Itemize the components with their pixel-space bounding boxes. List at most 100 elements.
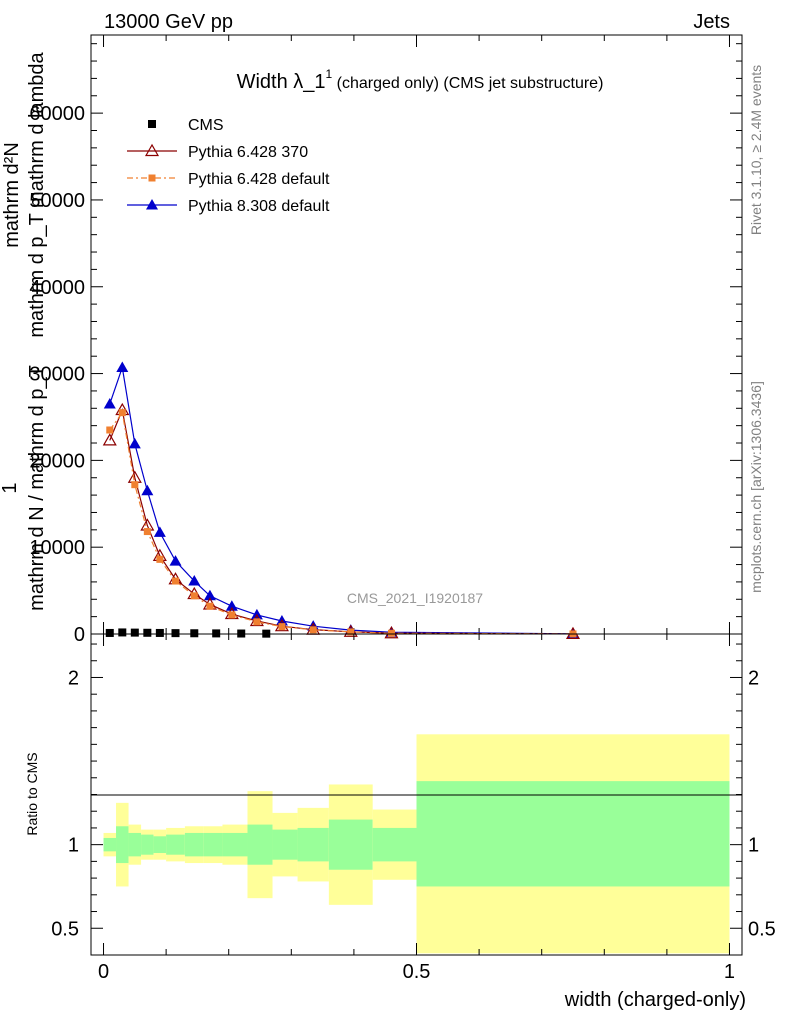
plot-title-rest: (charged only) (CMS jet substructure): [332, 75, 603, 92]
ylabel-denominator: mathrm d p_T mathrm d lambda: [26, 51, 48, 337]
data-point: [190, 592, 198, 600]
inner-band: [297, 827, 329, 862]
data-point: [103, 397, 116, 409]
ylabel-one: 1: [0, 482, 21, 493]
y-tick-label: 40000: [29, 277, 85, 299]
watermark: CMS_2021_I1920187: [347, 590, 483, 606]
data-point: [105, 628, 114, 637]
data-point: [206, 602, 214, 610]
data-point: [106, 426, 114, 434]
inner-band: [184, 832, 204, 857]
ratio-y-tick-label-right: 1: [748, 835, 759, 857]
inner-band: [247, 824, 273, 865]
legend-label: Pythia 8.308 default: [188, 198, 330, 215]
inner-band: [203, 832, 223, 857]
y-axis-label-main: 1 mathrm d²N mathrm d p_T mathrm d lambd…: [0, 51, 48, 610]
y-tick-label: 30000: [29, 364, 85, 386]
inner-band: [372, 827, 417, 862]
inner-band: [128, 832, 142, 857]
series-3: [103, 361, 579, 639]
data-point: [155, 628, 164, 637]
y-tick-label: 60000: [29, 103, 85, 125]
series-2: [106, 409, 577, 638]
data-point: [169, 555, 182, 566]
plot-title-sup: 1: [326, 67, 333, 81]
series-0: [105, 628, 271, 638]
header-right: Jets: [693, 11, 730, 33]
ratio-y-tick-label: 2: [68, 667, 79, 689]
ratio-plot: 0.5 0.5 1 1 2 2 0 0.5 1 Ratio to CMS width (char…: [24, 633, 776, 1011]
legend-marker: [148, 120, 156, 128]
main-axis-ticks: 0 10000 20000 30000 40000 50000 60000: [29, 35, 742, 646]
data-point: [347, 628, 355, 636]
main-plot: 0 10000 20000 30000 40000 50000 60000 CMS_2021…: [29, 34, 743, 646]
ratio-y-label: Ratio to CMS: [24, 752, 40, 835]
series-line: [109, 411, 573, 635]
x-tick-label: 0.5: [403, 961, 431, 983]
data-point: [156, 555, 164, 563]
y-tick-label: 0: [74, 624, 85, 646]
header-left: 13000 GeV pp: [104, 11, 233, 33]
data-point: [190, 629, 199, 638]
legend-label: Pythia 6.428 default: [188, 171, 330, 188]
plot-title-main: Width λ_1: [237, 71, 326, 93]
data-point: [128, 437, 141, 449]
data-point: [253, 618, 261, 626]
legend-marker: [146, 199, 158, 210]
data-point: [212, 629, 221, 638]
legend-marker: [148, 174, 156, 182]
data-point: [141, 484, 154, 496]
ratio-axis-ticks: 0.5 0.5 1 1 2 2 0 0.5 1: [51, 634, 776, 983]
inner-band: [416, 781, 730, 887]
ylabel-numerator: mathrm d²N: [1, 142, 23, 248]
side-label-rivet: Rivet 3.1.10, ≥ 2.4M events: [748, 65, 764, 235]
ratio-bands: [103, 734, 730, 954]
x-tick-label: 0: [98, 961, 109, 983]
main-series: [102, 361, 581, 640]
data-point: [225, 600, 238, 611]
side-label-mcplots: mcplots.cern.ch [arXiv:1306.3436]: [748, 381, 764, 593]
ratio-y-tick-label: 0.5: [51, 918, 79, 940]
data-point: [228, 611, 236, 619]
inner-band: [328, 819, 373, 870]
data-point: [116, 361, 129, 372]
ratio-y-tick-label-right: 0.5: [748, 918, 776, 940]
data-point: [118, 628, 127, 637]
ratio-y-tick-label-right: 2: [748, 667, 759, 689]
legend-marker: [144, 143, 160, 157]
data-point: [143, 528, 151, 536]
inner-band: [141, 834, 154, 855]
data-point: [102, 433, 117, 446]
data-point: [278, 623, 286, 631]
inner-band: [103, 837, 117, 852]
data-point: [143, 628, 152, 637]
data-point: [309, 626, 317, 634]
y-tick-label: 20000: [29, 450, 85, 472]
inner-band: [166, 834, 185, 855]
legend-label: Pythia 6.428 370: [188, 144, 308, 161]
data-point: [153, 526, 166, 537]
legend-label: CMS: [188, 117, 224, 134]
data-point: [188, 575, 201, 586]
data-point: [387, 629, 395, 637]
series-1: [102, 402, 581, 640]
x-tick-label: 1: [724, 961, 735, 983]
x-axis-label: width (charged-only): [564, 989, 746, 1011]
data-point: [203, 589, 216, 601]
series-line: [109, 407, 573, 635]
data-point: [171, 629, 180, 638]
y-tick-label: 50000: [29, 190, 85, 212]
ylabel-fraction: mathrm d N / mathrm d p_T: [26, 365, 48, 611]
inner-band: [222, 832, 248, 857]
y-tick-label: 10000: [29, 537, 85, 559]
plot-title: Width λ_11 (charged only) (CMS jet subst…: [237, 67, 604, 93]
data-point: [131, 481, 139, 489]
inner-band: [272, 829, 298, 860]
inner-band: [153, 836, 167, 854]
data-point: [130, 628, 139, 637]
data-point: [118, 409, 126, 417]
inner-band: [116, 826, 129, 864]
data-point: [172, 577, 180, 585]
legend: CMS Pythia 6.428 370 Pythia 6.428 default P…: [127, 117, 330, 215]
